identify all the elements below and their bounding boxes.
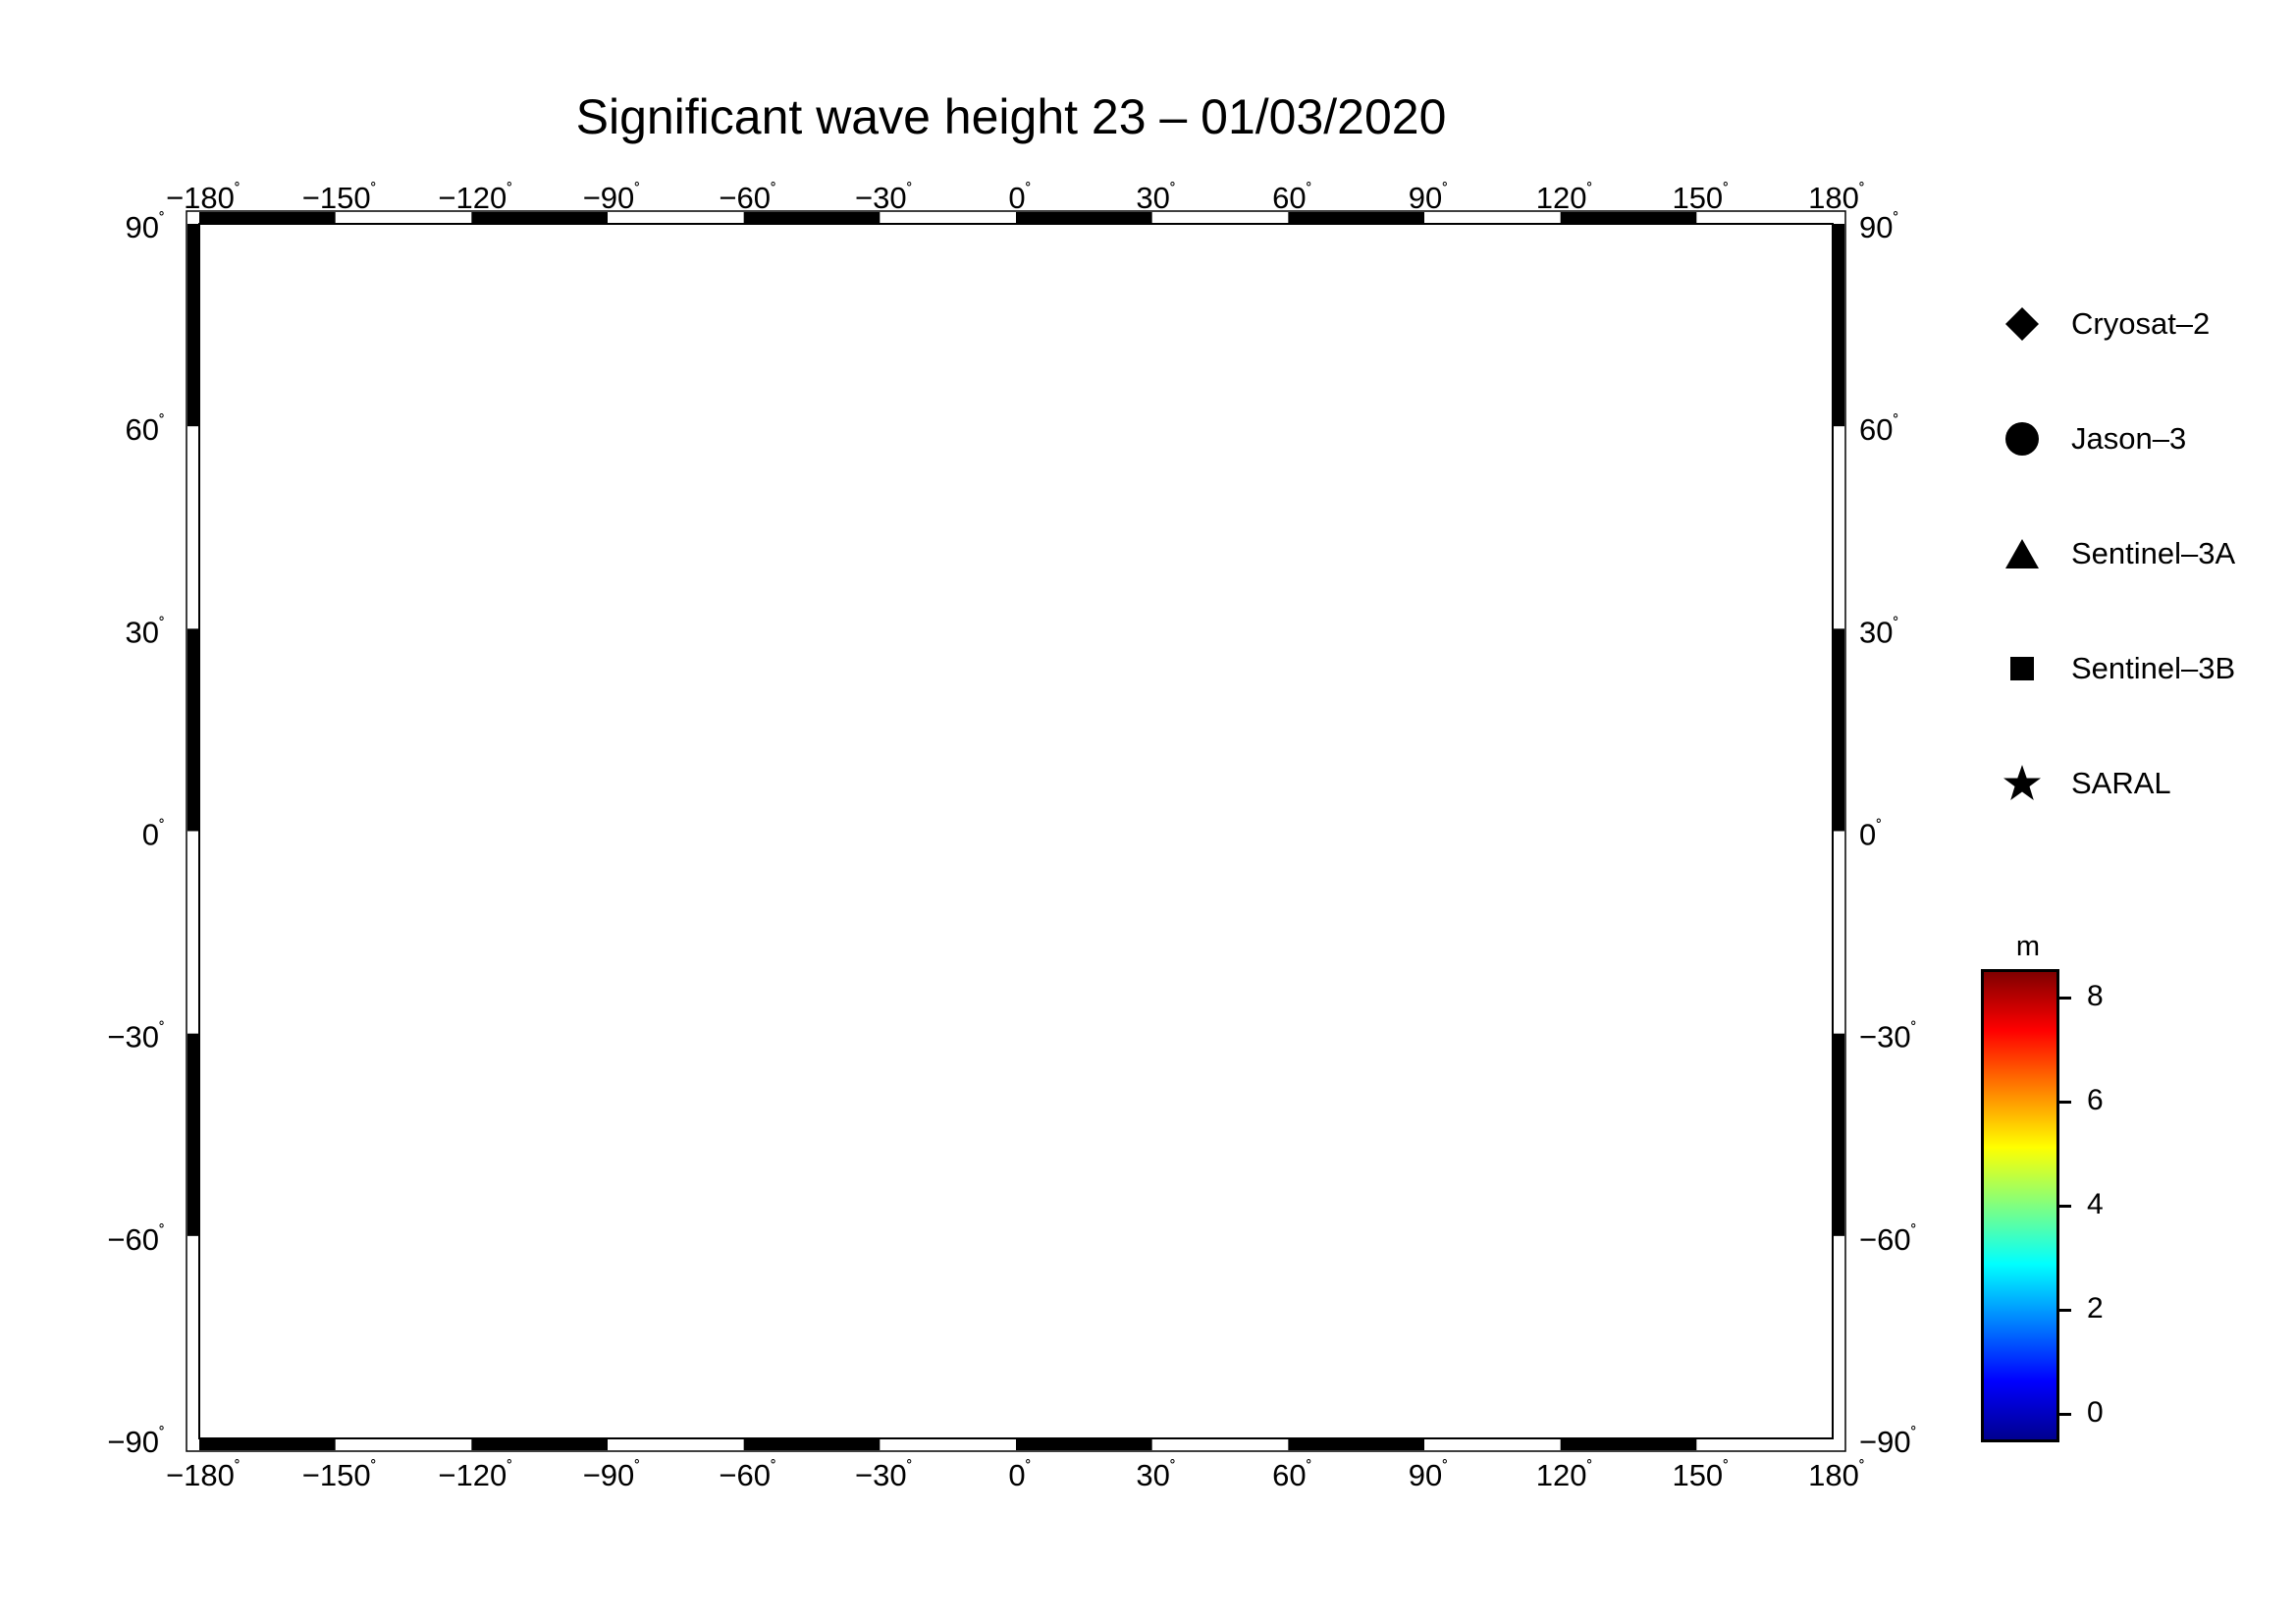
legend-item-cryosat-2: Cryosat–2 [2002,299,2210,349]
longitude-label: 180˚ [1808,1458,1865,1492]
square-icon [2002,649,2042,688]
frame-segment-top [743,212,881,223]
longitude-label: 180˚ [1808,181,1865,215]
colorbar-tick-mark [2059,1308,2071,1312]
longitude-label: −180˚ [166,1458,240,1492]
longitude-label: −90˚ [583,1458,641,1492]
frame-segment-bottom [1016,1439,1152,1450]
colorbar-tick-mark [2059,1412,2071,1416]
longitude-label: 150˚ [1672,1458,1729,1492]
latitude-labels-left: 90˚ 60˚ 30˚ 0˚ −30˚ −60˚ −90˚ [107,210,165,1459]
frame-segment-bottom [1560,1439,1697,1450]
longitude-label: −60˚ [719,181,776,215]
longitude-label: −30˚ [855,181,913,215]
latitude-label: 30˚ [126,615,165,649]
star-icon [2002,764,2042,803]
latitude-label: 0˚ [1859,818,1882,852]
longitude-label: −30˚ [855,1458,913,1492]
frame-segment-right [1834,628,1844,832]
colorbar-tick-mark [2059,1205,2071,1208]
longitude-label: 30˚ [1136,181,1175,215]
colorbar-unit: m [2015,931,2041,962]
frame-segment-left [187,1033,198,1236]
latitude-label: 30˚ [1859,615,1898,649]
frame-segment-bottom [199,1439,336,1450]
latitude-label: 90˚ [1859,210,1898,244]
frame-segment-top [1560,212,1697,223]
frame-segment-bottom [471,1439,608,1450]
longitude-label: 90˚ [1409,181,1448,215]
longitude-label: 90˚ [1409,1458,1448,1492]
colorbar-tick-label: 6 [2087,1084,2104,1117]
legend-item-sentinel-3b: Sentinel–3B [2002,644,2235,693]
longitude-label: −150˚ [302,1458,377,1492]
frame-segment-top [1016,212,1152,223]
longitude-label: 150˚ [1672,181,1729,215]
latitude-labels-right: 90˚ 60˚ 30˚ 0˚ −30˚ −60˚ −90˚ [1859,210,1917,1459]
latitude-label: −60˚ [1859,1222,1917,1257]
legend-label: Sentinel–3B [2071,651,2236,685]
latitude-label: −60˚ [107,1222,165,1257]
latitude-label: −90˚ [107,1425,165,1459]
longitude-label: 120˚ [1536,1458,1593,1492]
colorbar-tick-mark [2059,997,2071,1001]
latitude-label: −90˚ [1859,1425,1917,1459]
frame-outer [186,210,1846,1452]
frame-segment-left [187,224,198,427]
colorbar-tick-mark [2059,1101,2071,1105]
longitude-label: 60˚ [1272,1458,1311,1492]
latitude-label: 0˚ [142,818,165,852]
colorbar-tick-label: 2 [2087,1291,2104,1325]
frame-segment-top [471,212,608,223]
latitude-label: −30˚ [1859,1020,1917,1055]
legend-label: Jason–3 [2071,421,2187,456]
longitude-label: −180˚ [166,181,240,215]
longitude-label: 120˚ [1536,181,1593,215]
frame-inner [198,223,1834,1439]
longitude-labels-bottom: −180˚ −150˚ −120˚ −90˚ −60˚ −30˚ 0˚ 30˚ 60˚ 90˚ 12… [166,1458,1865,1492]
legend-label: Cryosat–2 [2071,306,2211,341]
longitude-label: 60˚ [1272,181,1311,215]
legend-label: SARAL [2071,766,2171,800]
longitude-labels-top: −180˚ −150˚ −120˚ −90˚ −60˚ −30˚ 0˚ 30˚ 60˚ 90˚ 12… [166,181,1865,215]
circle-icon [2002,419,2042,459]
longitude-label: −60˚ [719,1458,776,1492]
frame-segment-top [1288,212,1424,223]
triangle-icon [2002,534,2042,573]
frame-segment-bottom [743,1439,881,1450]
longitude-label: −120˚ [438,1458,512,1492]
frame-segment-right [1834,224,1844,427]
latitude-label: 60˚ [1859,412,1898,447]
latitude-label: −30˚ [107,1020,165,1055]
frame-segment-left [187,628,198,832]
longitude-label: −90˚ [583,181,641,215]
frame-segment-right [1834,1033,1844,1236]
frame-segment-top [199,212,336,223]
longitude-label: 0˚ [1008,181,1031,215]
chart-title: Significant wave height 23 – 01/03/2020 [575,89,1447,144]
longitude-label: −150˚ [302,181,377,215]
longitude-label: 30˚ [1136,1458,1175,1492]
legend-item-sentinel-3a: Sentinel–3A [2002,529,2235,578]
longitude-label: 0˚ [1008,1458,1031,1492]
legend-item-saral: SARAL [2002,759,2171,808]
longitude-label: −120˚ [438,181,512,215]
legend-item-jason-3: Jason–3 [2002,414,2186,463]
latitude-label: 90˚ [126,210,165,244]
frame-segment-bottom [1288,1439,1424,1450]
colorbar-tick-label: 4 [2087,1188,2104,1220]
legend-label: Sentinel–3A [2071,536,2236,570]
map-frame [186,210,1846,1452]
colorbar-tick-label: 8 [2087,980,2104,1013]
colorbar [1981,969,2059,1442]
diamond-icon [2002,304,2042,344]
latitude-label: 60˚ [126,412,165,447]
colorbar-tick-label: 0 [2087,1395,2104,1429]
